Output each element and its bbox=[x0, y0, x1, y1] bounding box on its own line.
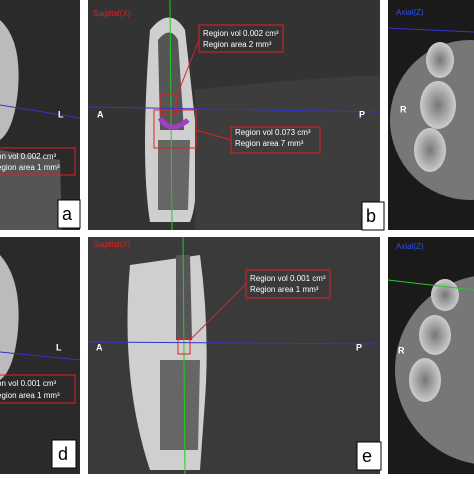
panel-label: d bbox=[58, 444, 68, 464]
orientation-label: P bbox=[359, 109, 365, 119]
orientation-label: P bbox=[356, 342, 362, 352]
texts: L on vol 0.002 cm³ egion area 1 mm³ a Sa… bbox=[0, 8, 424, 466]
view-title: Sagittal(X) bbox=[93, 9, 131, 18]
label-boxes bbox=[51, 199, 385, 471]
panel-label: a bbox=[62, 204, 73, 224]
view-title: Axial(Z) bbox=[396, 8, 424, 17]
annotation: Region area 7 mm³ bbox=[235, 139, 304, 148]
orientation-label: L bbox=[58, 109, 64, 119]
orientation-label: R bbox=[400, 104, 407, 114]
annotation: Region vol 0.073 cm³ bbox=[235, 128, 311, 137]
panel-label: b bbox=[366, 206, 376, 226]
annotation: Region area 2 mm³ bbox=[203, 40, 272, 49]
view-title: Sagittal(X) bbox=[93, 240, 131, 249]
panel-label: e bbox=[362, 446, 372, 466]
regions bbox=[0, 24, 331, 404]
annotation: egion area 1 mm³ bbox=[0, 163, 60, 172]
annotation: on vol 0.001 cm³ bbox=[0, 379, 56, 388]
annotation: egion area 1 mm³ bbox=[0, 391, 60, 400]
annotation: Region vol 0.001 cm³ bbox=[250, 274, 326, 283]
annotation: Region area 1 mm³ bbox=[250, 285, 319, 294]
orientation-label: R bbox=[398, 345, 405, 355]
orientation-label: L bbox=[56, 342, 62, 352]
annotation: on vol 0.002 cm³ bbox=[0, 152, 56, 161]
orientation-label: A bbox=[97, 109, 104, 119]
view-title: Axial(Z) bbox=[396, 242, 424, 251]
annotation: Region vol 0.002 cm³ bbox=[203, 29, 279, 38]
orientation-label: A bbox=[96, 342, 103, 352]
